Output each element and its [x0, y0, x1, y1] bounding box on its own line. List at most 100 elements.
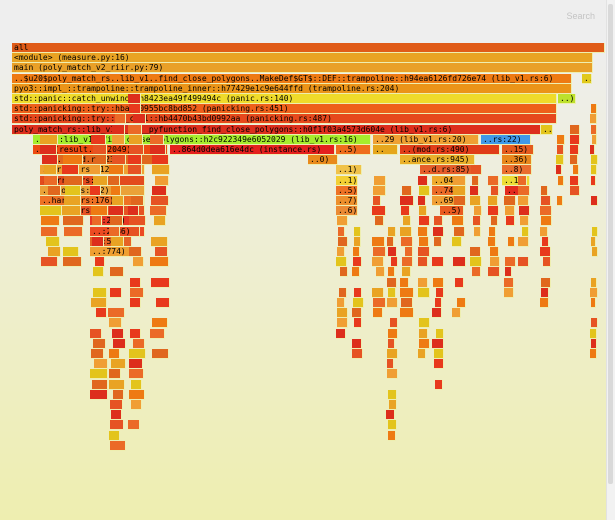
flame-frame-narrow[interactable] — [90, 389, 108, 400]
flame-frame-narrow[interactable] — [129, 145, 144, 155]
flame-frame-narrow[interactable] — [108, 308, 125, 319]
flame-frame-narrow[interactable] — [91, 298, 107, 308]
flame-frame-narrow[interactable] — [453, 185, 466, 196]
flame-frame[interactable]: ..5) — [336, 145, 371, 155]
flame-frame-narrow[interactable] — [108, 175, 120, 186]
flame-frame-narrow[interactable] — [419, 236, 429, 247]
flame-frame-narrow[interactable] — [540, 226, 548, 237]
flame-frame-narrow[interactable] — [388, 247, 397, 257]
flame-frame-narrow[interactable] — [400, 308, 414, 319]
flame-frame-narrow[interactable] — [92, 236, 104, 247]
flame-frame-narrow[interactable] — [133, 338, 145, 349]
flame-frame-narrow[interactable] — [453, 175, 466, 186]
flame-frame-narrow[interactable] — [506, 216, 515, 227]
flame-frame-narrow[interactable] — [130, 298, 141, 308]
flame-frame-narrow[interactable] — [96, 155, 107, 166]
flame-frame-narrow[interactable] — [337, 247, 345, 257]
flame-frame-narrow[interactable] — [109, 318, 122, 329]
flame-frame-narrow[interactable] — [352, 349, 363, 359]
flame-frame-narrow[interactable] — [352, 267, 360, 278]
flame-frame-narrow[interactable] — [131, 196, 144, 206]
flame-frame-narrow[interactable] — [488, 236, 496, 247]
flame-frame-narrow[interactable] — [133, 257, 144, 268]
flame-frame-narrow[interactable] — [111, 185, 121, 196]
flame-frame-narrow[interactable] — [570, 175, 579, 186]
flame-frame-narrow[interactable] — [64, 175, 83, 186]
flame-frame-narrow[interactable] — [433, 226, 444, 237]
flame-frame-narrow[interactable] — [130, 328, 141, 339]
flame-frame-narrow[interactable] — [400, 226, 412, 237]
flame-frame[interactable]: ..8) — [502, 165, 532, 176]
flame-frame-narrow[interactable] — [373, 185, 386, 196]
flame-frame[interactable]: ..) — [558, 94, 576, 104]
flame-frame-narrow[interactable] — [386, 410, 395, 421]
flame-frame-narrow[interactable] — [152, 349, 169, 359]
flame-frame-narrow[interactable] — [130, 226, 140, 237]
flame-frame-narrow[interactable] — [93, 338, 106, 349]
flame-frame-narrow[interactable] — [388, 430, 396, 441]
flame-frame-narrow[interactable] — [488, 175, 499, 186]
flame-frame-narrow[interactable] — [591, 236, 596, 247]
flame-frame[interactable]: ..0) — [308, 155, 338, 166]
flame-frame-narrow[interactable] — [109, 206, 124, 217]
flame-frame-narrow[interactable] — [434, 236, 442, 247]
flame-frame-narrow[interactable] — [387, 298, 398, 308]
flame-frame[interactable]: ..864d0dea616e4dc (instance.rs) — [170, 145, 335, 155]
flame-frame-narrow[interactable] — [488, 206, 499, 217]
flame-frame-narrow[interactable] — [470, 196, 481, 206]
flame-frame-narrow[interactable] — [354, 318, 362, 329]
flame-frame-narrow[interactable] — [129, 359, 143, 370]
flame-frame-narrow[interactable] — [109, 379, 125, 390]
flame-frame-narrow[interactable] — [353, 257, 362, 268]
flame-frame-narrow[interactable] — [387, 369, 398, 380]
flame-frame-narrow[interactable] — [470, 185, 479, 196]
flame-frame-narrow[interactable] — [558, 175, 564, 186]
flame-frame-narrow[interactable] — [489, 226, 496, 237]
flame-frame-narrow[interactable] — [109, 369, 121, 380]
flame-frame-narrow[interactable] — [401, 206, 410, 217]
flame-frame-narrow[interactable] — [63, 216, 84, 227]
flame-frame-narrow[interactable] — [557, 145, 564, 155]
flame-frame-narrow[interactable] — [131, 379, 142, 390]
flame-frame-narrow[interactable] — [570, 155, 578, 166]
flame-frame-narrow[interactable] — [591, 165, 597, 176]
flame-frame-narrow[interactable] — [40, 206, 62, 217]
flame-frame-narrow[interactable] — [471, 165, 482, 176]
flame-frame-narrow[interactable] — [491, 185, 499, 196]
flame-frame-narrow[interactable] — [150, 257, 169, 268]
flame-frame-narrow[interactable] — [90, 185, 101, 196]
flame-frame-narrow[interactable] — [401, 236, 413, 247]
flame-frame-narrow[interactable] — [110, 440, 126, 451]
flame-frame-narrow[interactable] — [109, 165, 124, 176]
flame-frame-narrow[interactable] — [419, 318, 430, 329]
flame-frame-narrow[interactable] — [508, 236, 515, 247]
flame-frame-narrow[interactable] — [474, 206, 482, 217]
flame-frame-narrow[interactable] — [63, 257, 82, 268]
flame-frame-narrow[interactable] — [592, 226, 598, 237]
flame-frame-narrow[interactable] — [488, 267, 500, 278]
flame-frame[interactable]: ..5) — [440, 206, 464, 217]
flame-frame-narrow[interactable] — [388, 328, 398, 339]
flame-frame-narrow[interactable] — [591, 277, 597, 288]
flame-frame-narrow[interactable] — [418, 247, 430, 257]
flame-frame[interactable]: ..rs::lib_v1::find_close_polygons::h2c92… — [33, 134, 371, 145]
flame-frame-narrow[interactable] — [591, 175, 596, 186]
flame-frame[interactable]: poly_match_rs::lib_v1::_::__pyfunction_f… — [12, 124, 541, 135]
flame-frame-narrow[interactable] — [112, 134, 125, 145]
flame-frame-narrow[interactable] — [152, 185, 167, 196]
flame-frame[interactable]: std::panicking::try::do_call::hb4470b43b… — [12, 114, 557, 125]
flame-frame-narrow[interactable] — [373, 247, 386, 257]
flame-frame-narrow[interactable] — [434, 349, 444, 359]
flame-frame-narrow[interactable] — [354, 236, 361, 247]
flame-frame-narrow[interactable] — [452, 236, 462, 247]
flame-frame-narrow[interactable] — [111, 236, 124, 247]
flame-frame-narrow[interactable] — [151, 277, 170, 288]
flame-frame-narrow[interactable] — [543, 257, 551, 268]
flame-frame[interactable]: all — [12, 43, 605, 53]
flame-frame-narrow[interactable] — [402, 267, 411, 278]
flame-frame-narrow[interactable] — [590, 328, 597, 339]
flame-frame-narrow[interactable] — [491, 216, 498, 227]
flame-frame-narrow[interactable] — [418, 175, 428, 186]
flame-frame[interactable]: ..1) — [336, 165, 362, 176]
flame-frame-narrow[interactable] — [44, 165, 57, 176]
